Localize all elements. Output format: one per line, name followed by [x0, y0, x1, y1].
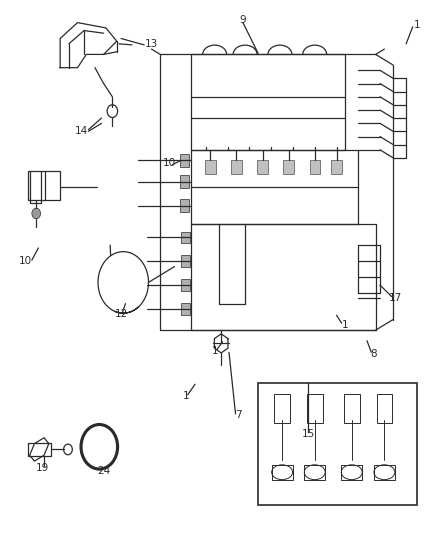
- Text: 9: 9: [240, 15, 246, 25]
- Bar: [344, 394, 360, 423]
- Bar: [341, 465, 362, 480]
- Text: 24: 24: [97, 466, 110, 475]
- Text: 10: 10: [19, 256, 32, 266]
- Text: 12: 12: [114, 309, 128, 319]
- Bar: [257, 160, 268, 174]
- Bar: [181, 255, 190, 267]
- Bar: [304, 465, 325, 480]
- Bar: [310, 160, 320, 174]
- Text: 1: 1: [183, 391, 190, 401]
- Text: 15: 15: [302, 429, 315, 439]
- Bar: [374, 465, 395, 480]
- Bar: [377, 394, 392, 423]
- Text: 13: 13: [145, 39, 158, 49]
- Bar: [274, 394, 290, 423]
- Bar: [231, 160, 242, 174]
- Bar: [181, 231, 190, 243]
- Text: 14: 14: [75, 126, 88, 136]
- Text: 8: 8: [370, 349, 377, 359]
- Text: 1: 1: [212, 346, 218, 357]
- Text: 7: 7: [235, 410, 242, 420]
- Bar: [307, 394, 322, 423]
- Bar: [181, 303, 190, 315]
- Bar: [205, 160, 215, 174]
- Text: 10: 10: [162, 158, 176, 168]
- Circle shape: [32, 208, 41, 219]
- Text: 1: 1: [342, 320, 349, 330]
- Bar: [180, 199, 189, 212]
- Bar: [181, 279, 190, 291]
- Bar: [180, 154, 189, 167]
- Bar: [258, 383, 417, 505]
- Text: 19: 19: [36, 463, 49, 473]
- Bar: [272, 465, 293, 480]
- Text: 17: 17: [389, 293, 402, 303]
- Bar: [28, 171, 60, 200]
- Text: 1: 1: [414, 20, 420, 30]
- Bar: [283, 160, 294, 174]
- Bar: [180, 175, 189, 188]
- Bar: [28, 443, 51, 456]
- Bar: [331, 160, 342, 174]
